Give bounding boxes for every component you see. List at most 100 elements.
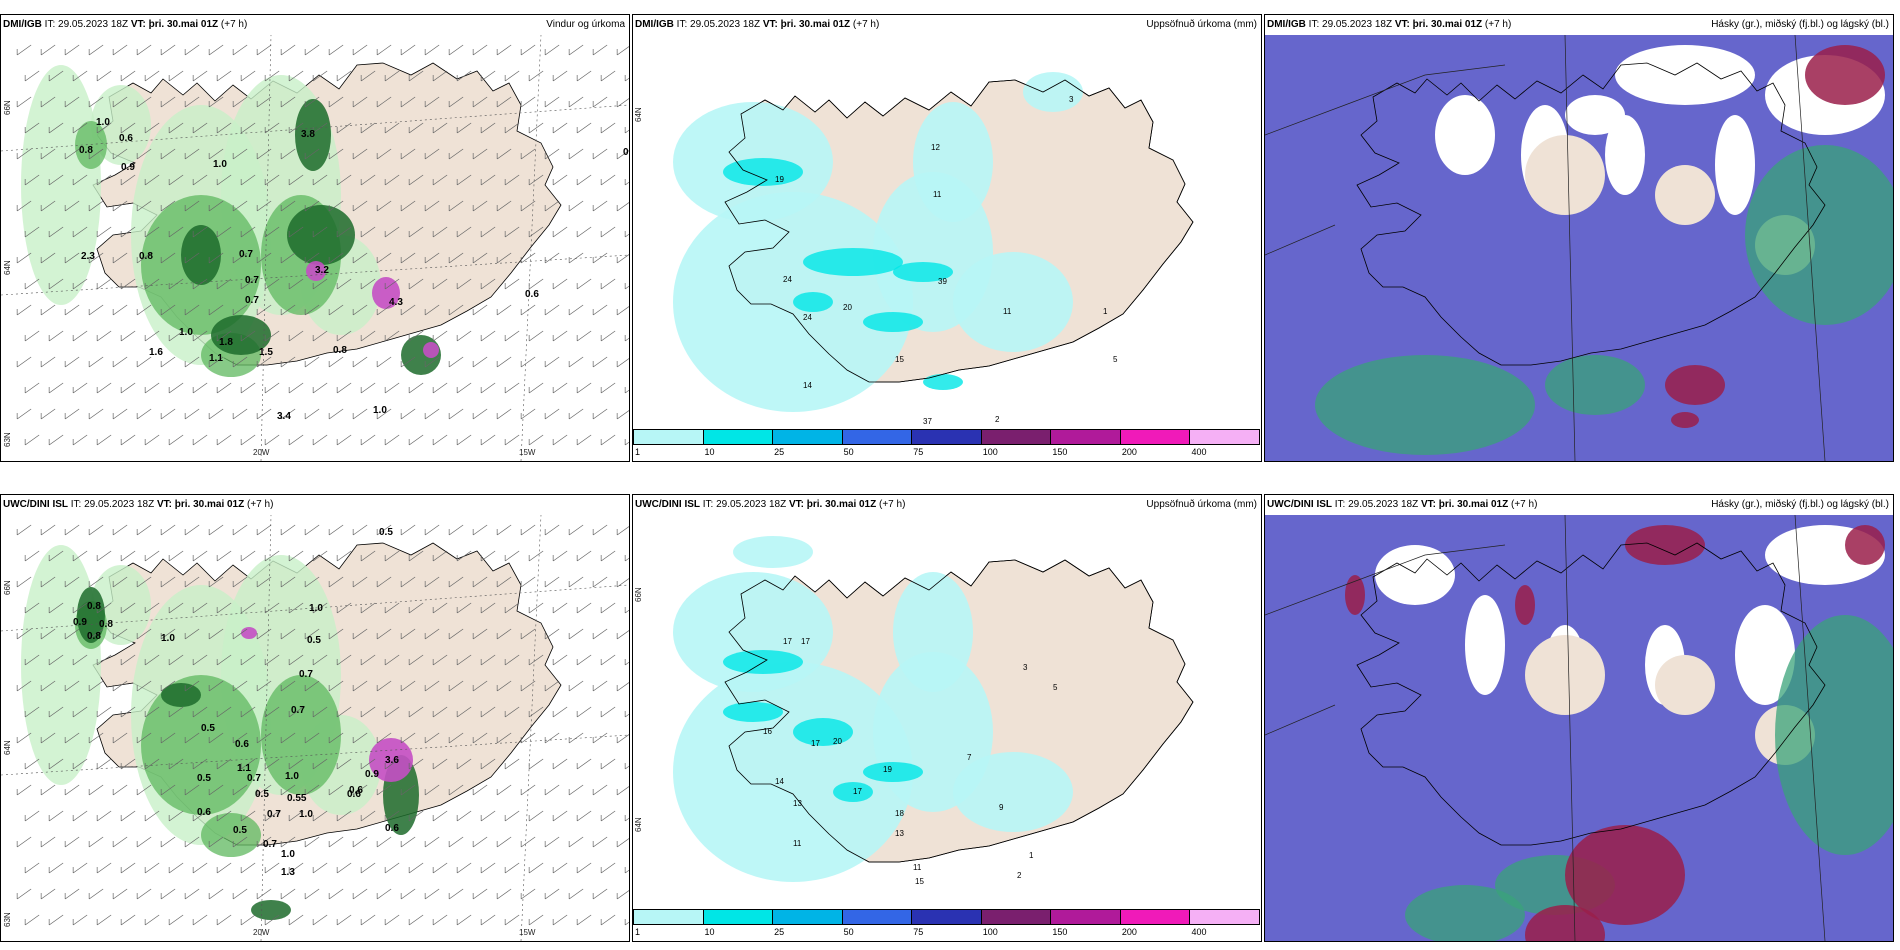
legend-label: 150 xyxy=(1052,447,1068,457)
lead-time: (+7 h) xyxy=(879,499,906,510)
precip-value-label: 0.6 xyxy=(385,823,399,834)
precip-value-label: 1.0 xyxy=(161,633,175,644)
accum-value-label: 17 xyxy=(783,637,792,646)
map-svg: 17 17 16 17 20 19 14 13 17 11 18 13 11 15 9 2 3 5 7 1 66N 64N xyxy=(634,536,1194,886)
clear-sky-area xyxy=(1565,95,1625,135)
accum-area-heavy xyxy=(723,158,803,186)
precip-value-label: 0.8 xyxy=(99,619,113,630)
accum-value-label: 11 xyxy=(1003,307,1012,316)
precip-value-label: 0.6 xyxy=(347,789,361,800)
panel-title: Vindur og úrkoma xyxy=(546,19,625,30)
legend-swatch xyxy=(1050,429,1121,445)
precip-value-label: 1.0 xyxy=(299,809,313,820)
accum-value-label: 14 xyxy=(775,777,784,786)
valid-label: VT: xyxy=(1420,499,1436,510)
accum-area-heavy xyxy=(793,292,833,312)
legend-label: 10 xyxy=(704,927,715,937)
legend-label: 50 xyxy=(843,927,854,937)
precip-value-label: 0.6 xyxy=(349,785,363,796)
accum-area-heavy xyxy=(893,262,953,282)
accum-area xyxy=(893,572,973,692)
precip-area-heavy xyxy=(287,205,355,265)
graticule xyxy=(1265,515,1826,941)
accum-value-label: 20 xyxy=(843,303,852,312)
axis-label: 64N xyxy=(3,740,12,755)
precip-value-label: 0.7 xyxy=(247,773,261,784)
precip-area-extreme xyxy=(369,738,413,782)
mid-cloud-area xyxy=(1345,575,1365,615)
precip-value-label: 1.6 xyxy=(149,347,163,358)
map-svg: 1.0 0.6 0.8 0.9 1.0 3.8 0.7 2.3 0.8 0.7 0.7 1.6 3.2 4… xyxy=(1,35,629,461)
land-visible xyxy=(1525,135,1605,215)
color-legend: 1 10 25 50 75 100 150 200 400 xyxy=(633,907,1261,941)
legend-label: 75 xyxy=(913,447,924,457)
valid-time: þri. 30.mai 01Z xyxy=(174,499,245,510)
lead-time: (+7 h) xyxy=(247,499,274,510)
legend-swatch xyxy=(1189,909,1260,925)
legend-swatch xyxy=(980,909,1052,925)
legend-label: 25 xyxy=(774,927,785,937)
precip-value-label: 1.1 xyxy=(209,353,223,364)
precip-value-label: 1.0 xyxy=(373,405,387,416)
legend-label: 150 xyxy=(1052,927,1068,937)
axis-label: 66N xyxy=(3,100,12,115)
precip-value-label: 0.7 xyxy=(245,275,259,286)
accum-value-label: 3 xyxy=(1023,663,1028,672)
precip-area-extreme xyxy=(306,261,326,281)
legend-label: 100 xyxy=(982,447,998,457)
accum-value-label: 15 xyxy=(895,355,904,364)
accum-value-label: 16 xyxy=(763,727,772,736)
legend-label: 100 xyxy=(982,927,998,937)
accum-area-heavy xyxy=(723,702,783,722)
precip-value-label: 0.55 xyxy=(287,793,307,804)
axis-label: 15W xyxy=(519,928,536,937)
clear-sky-area xyxy=(1435,95,1495,175)
accum-area xyxy=(953,252,1073,352)
accum-value-label: 5 xyxy=(1053,683,1058,692)
panel-header: DMI/IGB IT: 29.05.2023 18Z VT: þri. 30.m… xyxy=(1265,15,1893,35)
land-visible xyxy=(1655,655,1715,715)
model-name: DMI/IGB xyxy=(3,19,42,30)
lead-time: (+7 h) xyxy=(1484,19,1512,30)
precip-area xyxy=(21,65,101,305)
wind-precip-panel-dmi: DMI/IGB IT: 29.05.2023 18Z VT: þri. 30.m… xyxy=(0,14,630,462)
panel-header: DMI/IGB IT: 29.05.2023 18Z VT: þri. 30.m… xyxy=(633,15,1261,35)
precip-value-label: 0.8 xyxy=(87,631,101,642)
panel-header: UWC/DINI ISL IT: 29.05.2023 18Z VT: þri.… xyxy=(1265,495,1893,515)
accum-value-label: 13 xyxy=(895,829,904,838)
accum-area xyxy=(673,572,833,692)
color-legend: 1 10 25 50 75 100 150 200 400 xyxy=(633,427,1261,461)
axis-label: 63N xyxy=(3,912,12,927)
legend-label: 1 xyxy=(635,927,641,937)
map-svg: 19 12 11 24 24 20 39 11 15 14 37 2 1 3 5 64N xyxy=(634,72,1194,426)
model-name: DMI/IGB xyxy=(1267,19,1306,30)
accum-value-label: 24 xyxy=(803,313,812,322)
accum-value-label: 19 xyxy=(883,765,892,774)
axis-label: 20W xyxy=(253,928,270,937)
model-name: DMI/IGB xyxy=(635,19,674,30)
precip-value-label: 0.5 xyxy=(255,789,269,800)
precip-area-extreme xyxy=(423,342,439,358)
panel-header: UWC/DINI ISL IT: 29.05.2023 18Z VT: þri.… xyxy=(1,495,629,515)
axis-label: 66N xyxy=(634,587,643,602)
accum-value-label: 39 xyxy=(938,277,947,286)
issue-time: IT: 29.05.2023 18Z xyxy=(44,19,129,30)
high-cloud-area xyxy=(1315,355,1535,455)
precip-value-label: 0.5 xyxy=(307,635,321,646)
map-area: 19 12 11 24 24 20 39 11 15 14 37 2 1 3 5 64N xyxy=(633,35,1261,461)
map-area: 17 17 16 17 20 19 14 13 17 11 18 13 11 15 9 2 3 5 7 1 66N 64N xyxy=(633,515,1261,941)
accum-value-label: 24 xyxy=(783,275,792,284)
legend-swatch xyxy=(772,429,843,445)
valid-label: VT: xyxy=(762,19,778,30)
accum-value-label: 7 xyxy=(967,753,972,762)
accum-value-label: 1 xyxy=(1103,307,1108,316)
accum-value-label: 2 xyxy=(995,415,1000,424)
valid-time: þri. 30.mai 01Z xyxy=(1412,19,1483,30)
panel-title: Hásky (gr.), miðský (fj.bl.) og lágský (… xyxy=(1711,19,1889,30)
accum-value-label: 15 xyxy=(915,877,924,886)
precip-value-label: 0.5 xyxy=(201,723,215,734)
precip-value-label: 0.5 xyxy=(379,527,393,538)
precip-value-label: 4.3 xyxy=(389,297,403,308)
model-name: UWC/DINI ISL xyxy=(1267,499,1332,510)
accum-value-label: 17 xyxy=(801,637,810,646)
